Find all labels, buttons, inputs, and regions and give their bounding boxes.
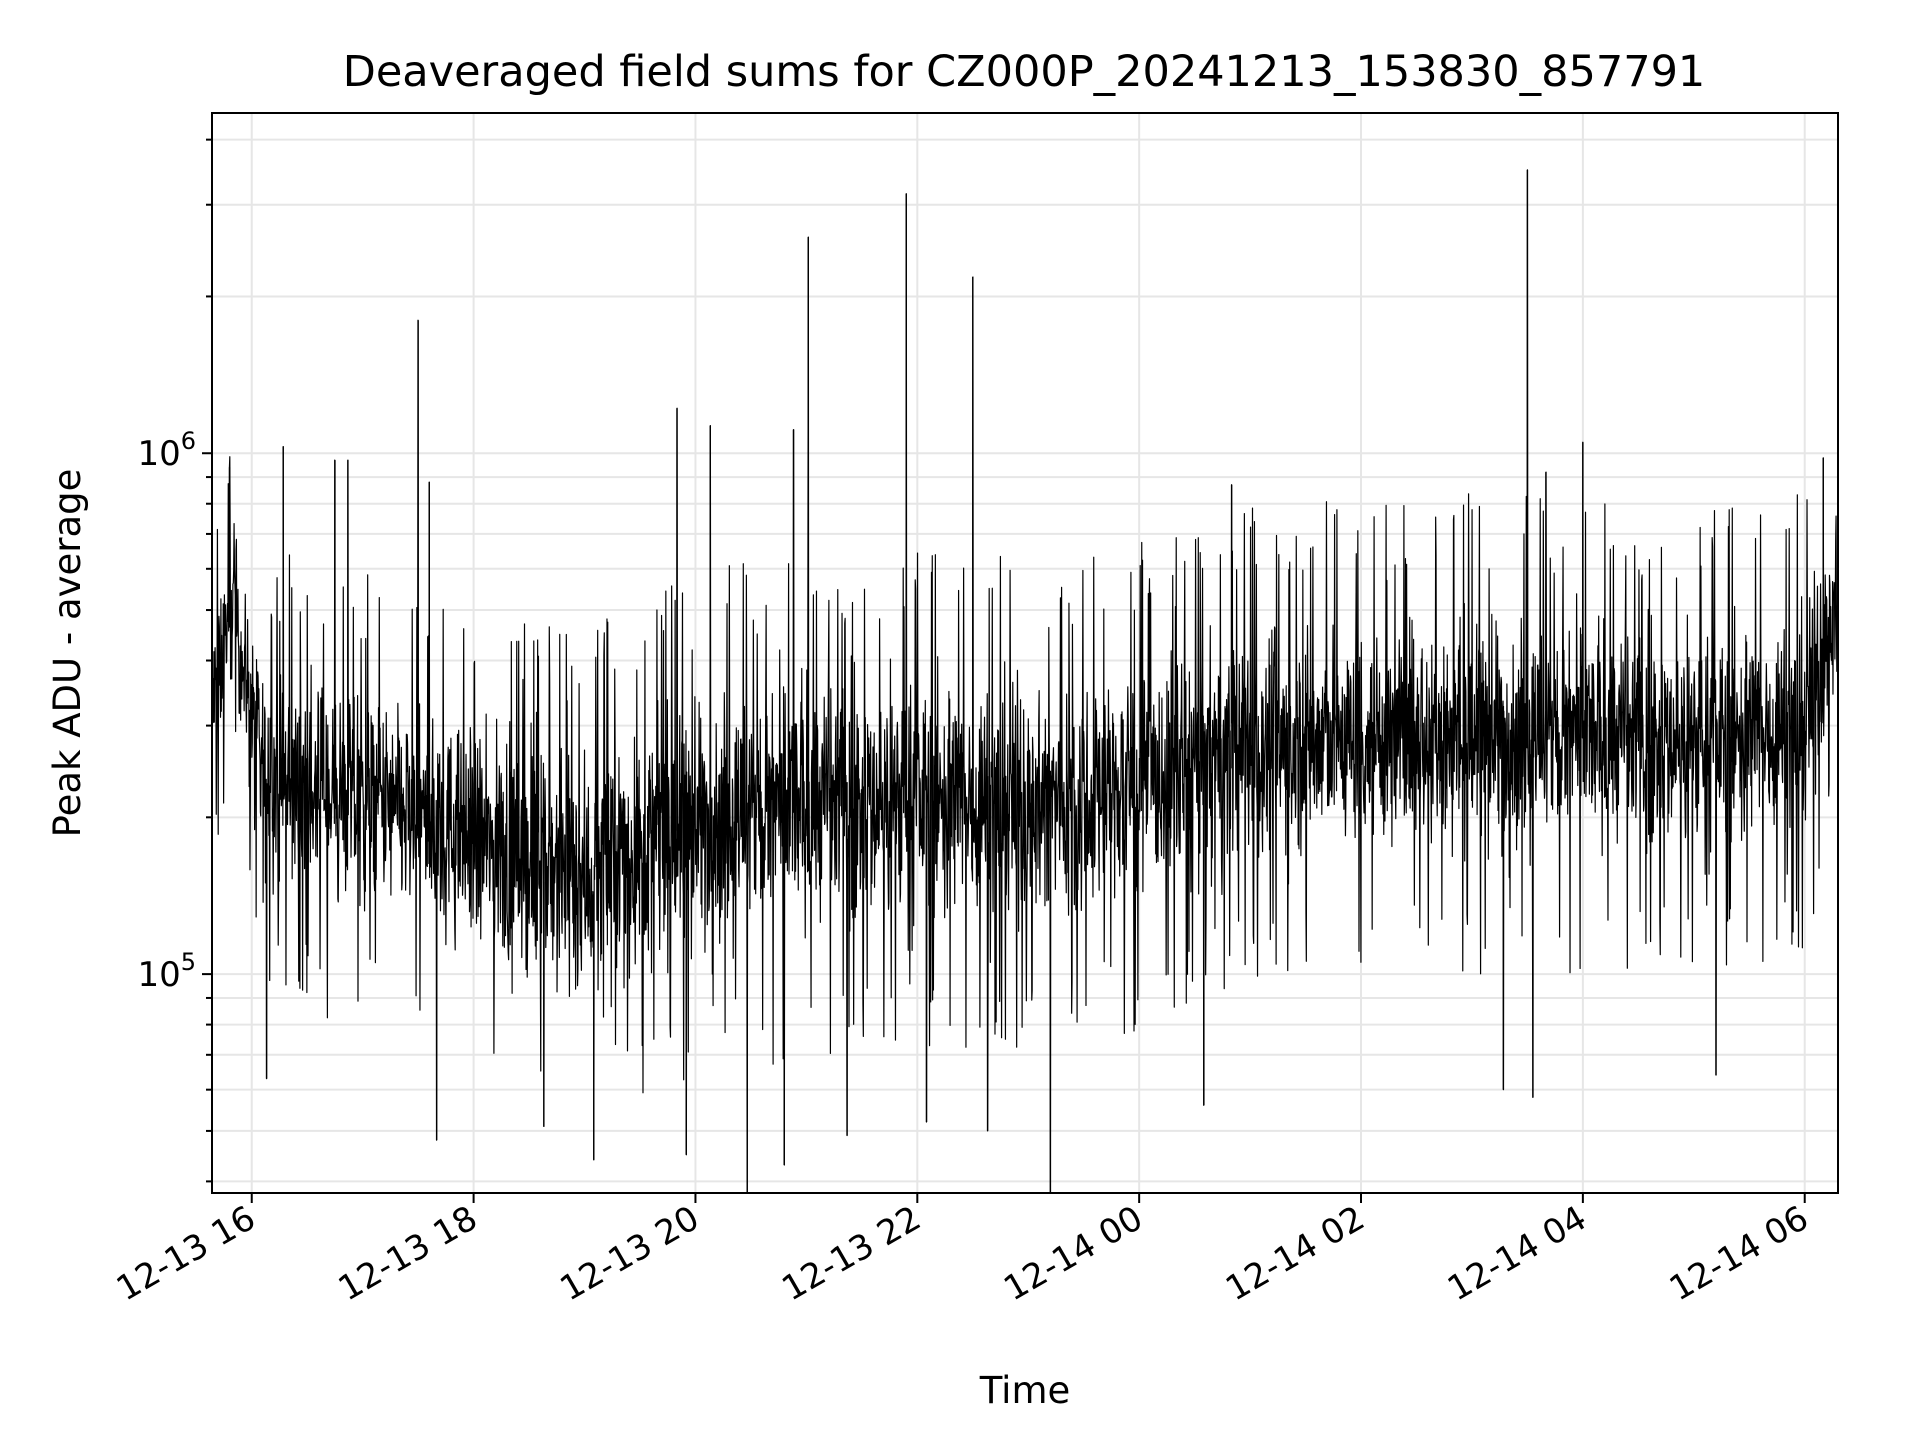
- y-tick-label: 106: [137, 427, 196, 474]
- y-tick-label: 105: [137, 948, 196, 995]
- y-axis-label: Peak ADU - average: [46, 469, 89, 838]
- series-line: [212, 169, 1838, 1193]
- y-axis: 105 106: [137, 138, 212, 1183]
- grid: [212, 113, 1838, 1193]
- chart-title: Deaveraged field sums for CZ000P_2024121…: [343, 47, 1706, 97]
- series-path: [212, 169, 1838, 1193]
- x-axis-label: Time: [979, 1369, 1071, 1412]
- plot-frame: [211, 112, 1839, 1194]
